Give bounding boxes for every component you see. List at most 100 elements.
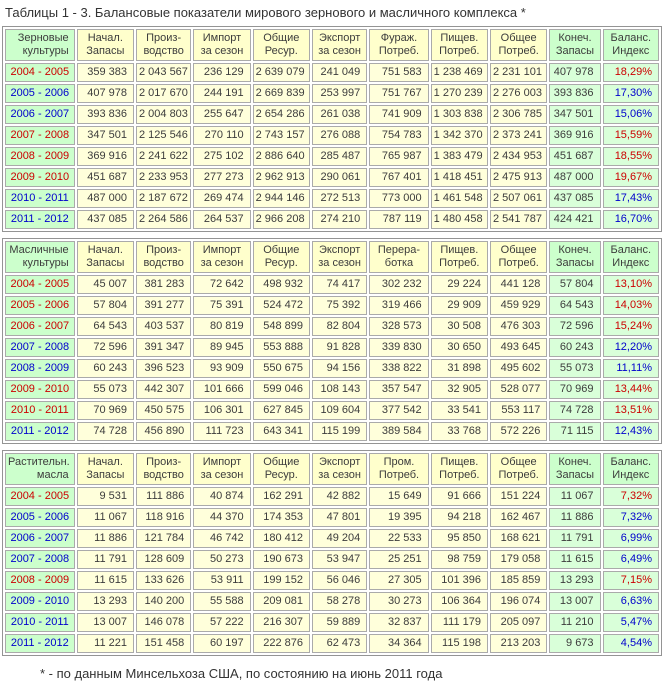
- value-cell: 599 046: [253, 380, 310, 399]
- column-header: Импортза сезон: [193, 241, 250, 273]
- value-cell: 60 197: [193, 634, 250, 653]
- vegetable-oils-table: Растительн.маслаНачал.ЗапасыПроиз-водств…: [2, 450, 662, 656]
- value-cell: 55 588: [193, 592, 250, 611]
- value-cell: 74 417: [312, 275, 367, 294]
- year-cell: 2011 - 2012: [5, 634, 75, 653]
- value-cell: 255 647: [193, 105, 250, 124]
- value-cell: 49 204: [312, 529, 367, 548]
- page-title: Таблицы 1 - 3. Балансовые показатели мир…: [0, 2, 665, 26]
- value-cell: 70 969: [77, 401, 134, 420]
- value-cell: 2 306 785: [490, 105, 547, 124]
- balance-index-cell: 13,10%: [603, 275, 659, 294]
- value-cell: 53 911: [193, 571, 250, 590]
- year-cell: 2006 - 2007: [5, 105, 75, 124]
- value-cell: 359 383: [77, 63, 134, 82]
- table-row: 2007 - 2008347 5012 125 546270 1102 743 …: [5, 126, 659, 145]
- value-cell: 64 543: [549, 296, 600, 315]
- value-cell: 9 673: [549, 634, 600, 653]
- value-cell: 369 916: [549, 126, 600, 145]
- table-row: 2007 - 200811 791128 60950 273190 67353 …: [5, 550, 659, 569]
- value-cell: 55 073: [549, 359, 600, 378]
- value-cell: 57 804: [549, 275, 600, 294]
- value-cell: 339 830: [369, 338, 428, 357]
- value-cell: 2 507 061: [490, 189, 547, 208]
- balance-index-cell: 7,32%: [603, 508, 659, 527]
- value-cell: 407 978: [77, 84, 134, 103]
- value-cell: 205 097: [490, 613, 547, 632]
- value-cell: 553 888: [253, 338, 310, 357]
- value-cell: 111 723: [193, 422, 250, 441]
- balance-index-cell: 5,47%: [603, 613, 659, 632]
- value-cell: 162 467: [490, 508, 547, 527]
- value-cell: 2 231 101: [490, 63, 547, 82]
- value-cell: 121 784: [136, 529, 191, 548]
- value-cell: 74 728: [77, 422, 134, 441]
- value-cell: 133 626: [136, 571, 191, 590]
- value-cell: 493 645: [490, 338, 547, 357]
- value-cell: 55 073: [77, 380, 134, 399]
- column-header: Пищев.Потреб.: [431, 453, 488, 485]
- value-cell: 109 604: [312, 401, 367, 420]
- table-row: 2009 - 2010451 6872 233 953277 2732 962 …: [5, 168, 659, 187]
- value-cell: 290 061: [312, 168, 367, 187]
- value-cell: 1 303 838: [431, 105, 488, 124]
- value-cell: 11 067: [549, 487, 600, 506]
- value-cell: 264 537: [193, 210, 250, 229]
- value-cell: 30 508: [431, 317, 488, 336]
- value-cell: 13 293: [77, 592, 134, 611]
- balance-index-cell: 14,03%: [603, 296, 659, 315]
- value-cell: 115 198: [431, 634, 488, 653]
- value-cell: 1 461 548: [431, 189, 488, 208]
- value-cell: 209 081: [253, 592, 310, 611]
- value-cell: 442 307: [136, 380, 191, 399]
- balance-index-cell: 7,15%: [603, 571, 659, 590]
- value-cell: 13 293: [549, 571, 600, 590]
- value-cell: 64 543: [77, 317, 134, 336]
- year-cell: 2009 - 2010: [5, 168, 75, 187]
- value-cell: 269 474: [193, 189, 250, 208]
- page: Таблицы 1 - 3. Балансовые показатели мир…: [0, 0, 665, 681]
- table-row: 2010 - 201113 007146 07857 222216 30759 …: [5, 613, 659, 632]
- value-cell: 285 487: [312, 147, 367, 166]
- table-row: 2011 - 201211 221151 45860 197222 87662 …: [5, 634, 659, 653]
- value-cell: 787 119: [369, 210, 428, 229]
- value-cell: 115 199: [312, 422, 367, 441]
- value-cell: 72 596: [77, 338, 134, 357]
- value-cell: 2 004 803: [136, 105, 191, 124]
- value-cell: 391 347: [136, 338, 191, 357]
- value-cell: 42 882: [312, 487, 367, 506]
- value-cell: 393 836: [77, 105, 134, 124]
- value-cell: 57 804: [77, 296, 134, 315]
- value-cell: 389 584: [369, 422, 428, 441]
- value-cell: 27 305: [369, 571, 428, 590]
- value-cell: 451 687: [549, 147, 600, 166]
- column-header: Пищев.Потреб.: [431, 29, 488, 61]
- value-cell: 2 233 953: [136, 168, 191, 187]
- footnote: * - по данным Минсельхоза США, по состоя…: [0, 662, 665, 681]
- value-cell: 357 547: [369, 380, 428, 399]
- value-cell: 59 889: [312, 613, 367, 632]
- value-cell: 274 210: [312, 210, 367, 229]
- value-cell: 11 886: [549, 508, 600, 527]
- value-cell: 98 759: [431, 550, 488, 569]
- value-cell: 101 396: [431, 571, 488, 590]
- balance-index-cell: 4,54%: [603, 634, 659, 653]
- value-cell: 75 392: [312, 296, 367, 315]
- value-cell: 108 143: [312, 380, 367, 399]
- value-cell: 270 110: [193, 126, 250, 145]
- column-header: Баланс.Индекс: [603, 453, 659, 485]
- oilseeds-table: МасличныекультурыНачал.ЗапасыПроиз-водст…: [2, 238, 662, 444]
- value-cell: 741 909: [369, 105, 428, 124]
- value-cell: 94 218: [431, 508, 488, 527]
- value-cell: 72 596: [549, 317, 600, 336]
- column-header: Перера-ботка: [369, 241, 428, 273]
- value-cell: 338 822: [369, 359, 428, 378]
- year-cell: 2004 - 2005: [5, 487, 75, 506]
- value-cell: 30 650: [431, 338, 488, 357]
- value-cell: 11 210: [549, 613, 600, 632]
- year-cell: 2010 - 2011: [5, 401, 75, 420]
- value-cell: 253 997: [312, 84, 367, 103]
- value-cell: 751 767: [369, 84, 428, 103]
- value-cell: 487 000: [549, 168, 600, 187]
- value-cell: 1 383 479: [431, 147, 488, 166]
